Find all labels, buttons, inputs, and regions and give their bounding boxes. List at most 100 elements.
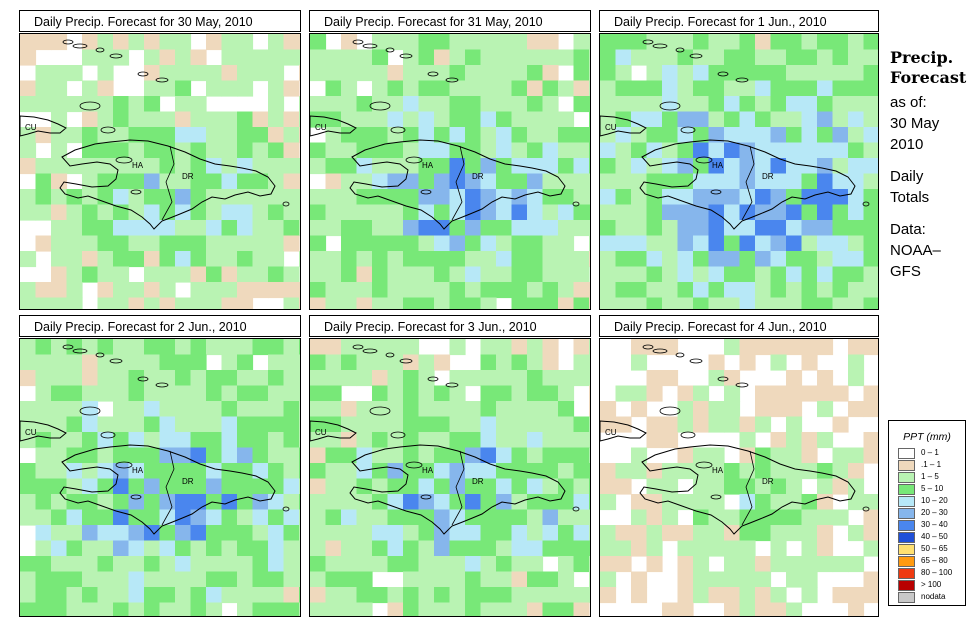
precip-cell bbox=[786, 235, 803, 252]
precip-cell bbox=[175, 220, 192, 237]
precip-cell bbox=[66, 251, 83, 268]
precip-cell bbox=[418, 571, 435, 588]
precip-cell bbox=[589, 525, 590, 542]
precip-cell bbox=[356, 370, 373, 387]
precip-cell bbox=[206, 127, 223, 144]
precip-cell bbox=[480, 556, 497, 573]
precip-cell bbox=[527, 587, 544, 604]
precip-cell bbox=[159, 235, 176, 252]
precip-cell bbox=[418, 401, 435, 418]
precip-cell bbox=[175, 266, 192, 283]
precip-cell bbox=[496, 447, 513, 464]
precip-cell bbox=[372, 142, 389, 159]
precip-cell bbox=[786, 370, 803, 387]
legend-label: 1 – 5 bbox=[921, 472, 939, 481]
precip-cell bbox=[403, 96, 420, 113]
precip-cell bbox=[589, 251, 590, 268]
precip-cell bbox=[817, 266, 834, 283]
legend-item: 10 – 20 bbox=[889, 495, 965, 507]
precip-cell bbox=[418, 251, 435, 268]
precip-cell bbox=[480, 416, 497, 433]
precip-cell bbox=[527, 556, 544, 573]
precip-cell bbox=[372, 339, 389, 356]
precip-cell bbox=[693, 235, 710, 252]
precip-cell bbox=[600, 297, 617, 309]
precip-cell bbox=[449, 416, 466, 433]
legend-label: nodata bbox=[921, 592, 946, 601]
precip-cell bbox=[175, 189, 192, 206]
legend-label: 40 – 50 bbox=[921, 532, 948, 541]
precip-cell bbox=[662, 204, 679, 221]
country-label-cuba: CU bbox=[605, 428, 617, 437]
precip-cell bbox=[724, 525, 741, 542]
precip-cell bbox=[237, 525, 254, 542]
precip-cell bbox=[615, 204, 632, 221]
precip-cell bbox=[573, 416, 590, 433]
precip-cell bbox=[480, 142, 497, 159]
precip-cell bbox=[631, 235, 648, 252]
precip-cell bbox=[190, 602, 207, 616]
precip-cell bbox=[631, 80, 648, 97]
precip-cell bbox=[206, 65, 223, 82]
precip-cell bbox=[372, 587, 389, 604]
precip-cell bbox=[542, 111, 559, 128]
precip-cell bbox=[356, 540, 373, 557]
precip-cell bbox=[434, 34, 451, 51]
precip-cell bbox=[542, 49, 559, 66]
precip-cell bbox=[299, 251, 300, 268]
precip-cell bbox=[97, 354, 114, 371]
precip-cell bbox=[739, 478, 756, 495]
precip-cell bbox=[113, 478, 130, 495]
precip-cell bbox=[283, 587, 300, 604]
precip-cell bbox=[770, 401, 787, 418]
precip-cell bbox=[708, 80, 725, 97]
legend-item: 40 – 50 bbox=[889, 531, 965, 543]
precip-cell bbox=[299, 127, 300, 144]
precip-cell bbox=[206, 416, 223, 433]
precip-cell bbox=[325, 297, 342, 309]
legend-label: 0 – 1 bbox=[921, 448, 939, 457]
precip-cell bbox=[341, 478, 358, 495]
precip-cell bbox=[51, 416, 68, 433]
precip-cell bbox=[817, 463, 834, 480]
precip-cell bbox=[252, 189, 269, 206]
precip-cell bbox=[755, 401, 772, 418]
precip-cell bbox=[387, 525, 404, 542]
precip-cell bbox=[35, 447, 52, 464]
precip-cell bbox=[600, 34, 617, 51]
precip-cell bbox=[418, 173, 435, 190]
precip-cell bbox=[542, 235, 559, 252]
precip-cell bbox=[144, 34, 161, 51]
precip-cell bbox=[418, 282, 435, 299]
precip-cell bbox=[465, 494, 482, 511]
precip-cell bbox=[35, 602, 52, 616]
precip-cell bbox=[387, 339, 404, 356]
precip-cell bbox=[283, 282, 300, 299]
precip-cell bbox=[190, 142, 207, 159]
precip-cell bbox=[97, 509, 114, 526]
precip-cell bbox=[175, 354, 192, 371]
precip-cell bbox=[341, 447, 358, 464]
precip-cell bbox=[418, 385, 435, 402]
precip-cell bbox=[786, 509, 803, 526]
precip-cell bbox=[755, 49, 772, 66]
precip-cell bbox=[175, 432, 192, 449]
precip-cell bbox=[511, 509, 528, 526]
precip-cell bbox=[372, 96, 389, 113]
precip-cell bbox=[310, 142, 327, 159]
precip-cell bbox=[325, 220, 342, 237]
precip-cell bbox=[128, 370, 145, 387]
precip-cell bbox=[341, 34, 358, 51]
precip-cell bbox=[739, 297, 756, 309]
precip-cell bbox=[82, 571, 99, 588]
precip-cell bbox=[51, 401, 68, 418]
precip-cell bbox=[646, 282, 663, 299]
precip-cell bbox=[175, 540, 192, 557]
precip-cell bbox=[496, 220, 513, 237]
precip-cell bbox=[465, 556, 482, 573]
precip-cell bbox=[372, 401, 389, 418]
precip-cell bbox=[35, 282, 52, 299]
precip-cell bbox=[848, 266, 865, 283]
precip-cell bbox=[325, 173, 342, 190]
